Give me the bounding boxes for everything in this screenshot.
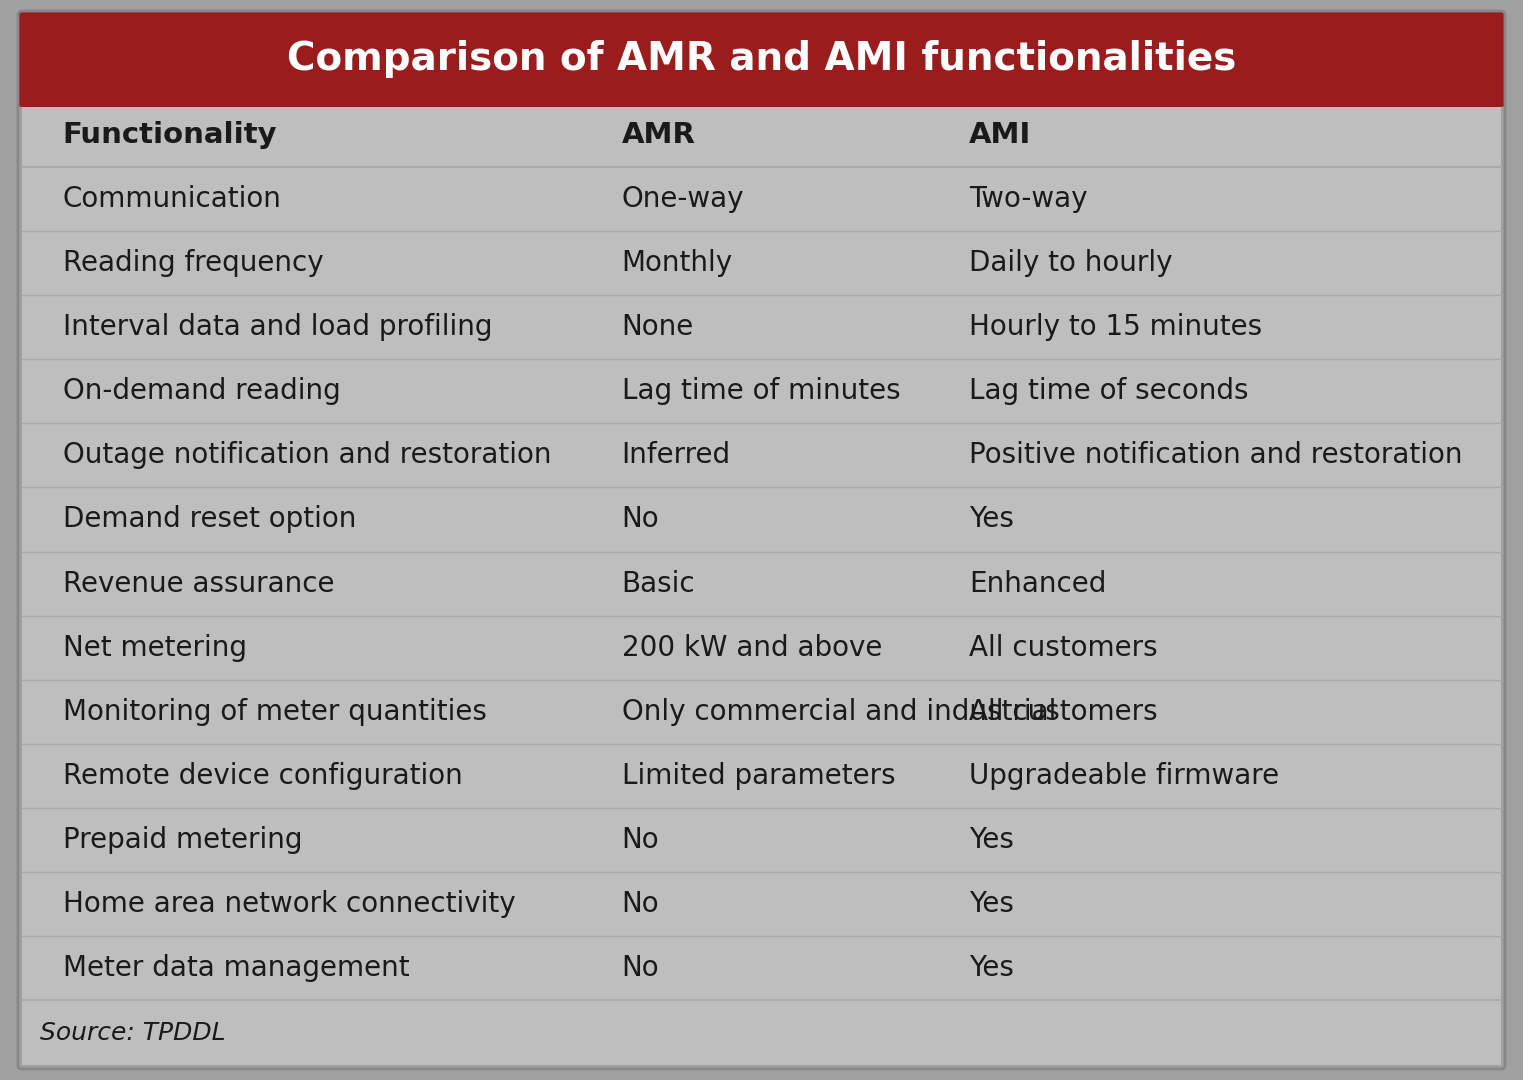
Text: Inferred: Inferred (621, 442, 731, 470)
Text: Functionality: Functionality (62, 121, 277, 149)
FancyBboxPatch shape (18, 11, 1505, 107)
Text: Two-way: Two-way (969, 185, 1087, 213)
Text: Basic: Basic (621, 569, 694, 597)
Text: Limited parameters: Limited parameters (621, 761, 896, 789)
Text: Daily to hourly: Daily to hourly (969, 249, 1173, 278)
Text: AMR: AMR (621, 121, 696, 149)
Text: On-demand reading: On-demand reading (62, 377, 340, 405)
Text: Net metering: Net metering (62, 634, 247, 662)
Text: Meter data management: Meter data management (62, 954, 410, 982)
Text: Lag time of minutes: Lag time of minutes (621, 377, 900, 405)
Text: Interval data and load profiling: Interval data and load profiling (62, 313, 492, 341)
Text: Reading frequency: Reading frequency (62, 249, 323, 278)
Text: Prepaid metering: Prepaid metering (62, 826, 302, 854)
Text: Yes: Yes (969, 505, 1014, 534)
Text: Enhanced: Enhanced (969, 569, 1107, 597)
Text: Upgradeable firmware: Upgradeable firmware (969, 761, 1279, 789)
Text: Hourly to 15 minutes: Hourly to 15 minutes (969, 313, 1263, 341)
Text: AMI: AMI (969, 121, 1031, 149)
Text: Only commercial and industrial: Only commercial and industrial (621, 698, 1055, 726)
Text: All customers: All customers (969, 698, 1157, 726)
Text: Source: TPDDL: Source: TPDDL (40, 1021, 225, 1044)
Text: Demand reset option: Demand reset option (62, 505, 356, 534)
Text: Remote device configuration: Remote device configuration (62, 761, 463, 789)
Text: Communication: Communication (62, 185, 282, 213)
Text: Positive notification and restoration: Positive notification and restoration (969, 442, 1462, 470)
FancyBboxPatch shape (21, 103, 1502, 1065)
Text: No: No (621, 505, 659, 534)
Text: No: No (621, 954, 659, 982)
Text: Comparison of AMR and AMI functionalities: Comparison of AMR and AMI functionalitie… (286, 40, 1237, 78)
Text: Home area network connectivity: Home area network connectivity (62, 890, 515, 918)
Text: Yes: Yes (969, 890, 1014, 918)
Text: All customers: All customers (969, 634, 1157, 662)
Text: Yes: Yes (969, 954, 1014, 982)
Text: Yes: Yes (969, 826, 1014, 854)
Text: Monitoring of meter quantities: Monitoring of meter quantities (62, 698, 486, 726)
Text: No: No (621, 826, 659, 854)
Text: Outage notification and restoration: Outage notification and restoration (62, 442, 551, 470)
Text: Lag time of seconds: Lag time of seconds (969, 377, 1249, 405)
Text: No: No (621, 890, 659, 918)
Text: Revenue assurance: Revenue assurance (62, 569, 334, 597)
Text: 200 kW and above: 200 kW and above (621, 634, 882, 662)
Text: None: None (621, 313, 694, 341)
Text: One-way: One-way (621, 185, 745, 213)
Text: Monthly: Monthly (621, 249, 733, 278)
